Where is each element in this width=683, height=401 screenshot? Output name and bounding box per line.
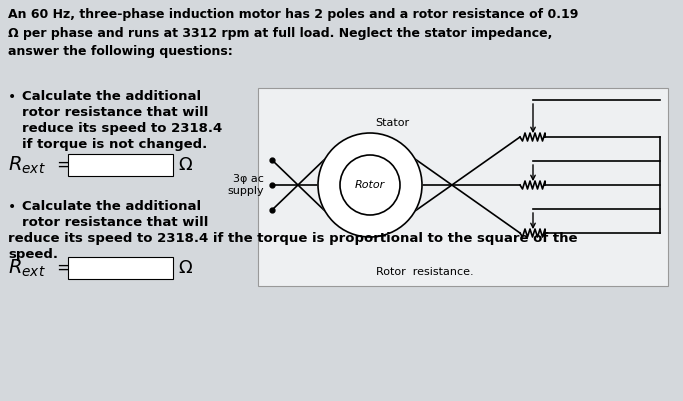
Bar [68,257,173,279]
Text: An 60 Hz, three-phase induction motor has 2 poles and a rotor resistance of 0.19: An 60 Hz, three-phase induction motor ha… [8,8,579,58]
Text: if torque is not changed.: if torque is not changed. [22,138,207,151]
Text: rotor resistance that will: rotor resistance that will [22,106,208,119]
Text: Calculate the additional: Calculate the additional [22,90,201,103]
Text: =: = [56,259,71,277]
Text: Ω: Ω [178,259,192,277]
Text: •: • [8,200,16,214]
Text: Calculate the additional: Calculate the additional [22,200,201,213]
Text: Rotor  resistance.: Rotor resistance. [376,267,474,277]
Text: Rotor: Rotor [355,180,385,190]
Text: =: = [56,156,71,174]
Text: speed.: speed. [8,248,58,261]
Text: Stator: Stator [375,118,409,128]
Text: $R_{ext}$: $R_{ext}$ [8,154,46,176]
Bar [68,154,173,176]
Text: reduce its speed to 2318.4 if the torque is proportional to the square of the: reduce its speed to 2318.4 if the torque… [8,232,578,245]
Text: $R_{ext}$: $R_{ext}$ [8,257,46,279]
Circle shape [340,155,400,215]
Text: rotor resistance that will: rotor resistance that will [22,216,208,229]
Text: reduce its speed to 2318.4: reduce its speed to 2318.4 [22,122,222,135]
Text: Ω: Ω [178,156,192,174]
Text: 3φ ac
supply: 3φ ac supply [227,174,264,196]
Text: •: • [8,90,16,104]
Circle shape [318,133,422,237]
Bar [258,88,668,286]
